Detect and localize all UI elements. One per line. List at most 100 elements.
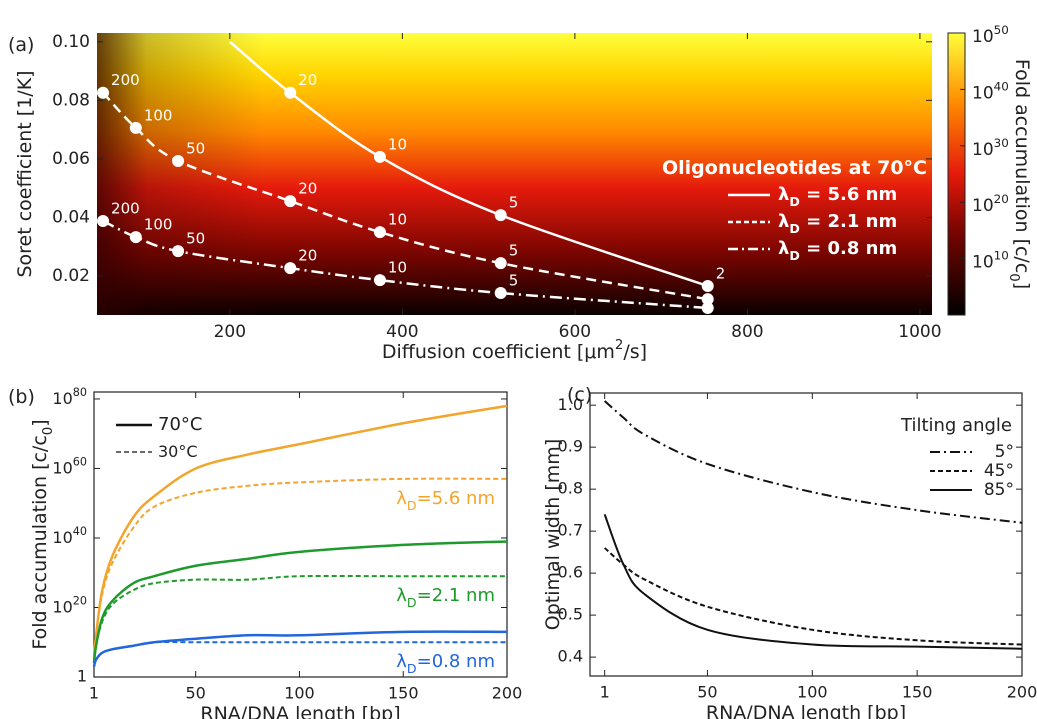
y-tick-label: 0.02 xyxy=(52,266,90,286)
point-label: 20 xyxy=(298,180,317,198)
point-label: 5 xyxy=(509,272,519,290)
y-tick-label: 0.10 xyxy=(52,32,90,52)
point-label: 50 xyxy=(186,139,205,157)
colorbar-tick-label: 1020 xyxy=(972,192,1009,217)
series-line xyxy=(603,513,1023,650)
series-line xyxy=(92,404,508,660)
y-axis-label: Soret coefficient [1/K] xyxy=(14,70,36,277)
panel-label: (a) xyxy=(8,34,34,56)
marker xyxy=(284,195,297,208)
colorbar-tick-label: 1030 xyxy=(972,135,1009,160)
y-tick-label: 1080 xyxy=(52,385,87,407)
x-axis-label: Diffusion coefficient [μm2/s] xyxy=(382,338,647,363)
legend-label: λD = 0.8 nm xyxy=(778,238,897,263)
point-label: 20 xyxy=(298,71,317,89)
series-line xyxy=(93,640,507,667)
point-label: 200 xyxy=(111,200,140,218)
point-label: 50 xyxy=(186,230,205,248)
point-label: 100 xyxy=(144,106,173,124)
panel-label: (c) xyxy=(567,384,592,406)
colorbar-tick-label: 1040 xyxy=(972,79,1009,104)
marker xyxy=(494,287,507,300)
group-label: λD=5.6 nm xyxy=(396,488,495,513)
legend-label: λD = 2.1 nm xyxy=(778,211,897,236)
x-tick-label: 100 xyxy=(797,683,828,702)
legend-label: 5° xyxy=(995,442,1014,462)
point-label: 10 xyxy=(388,211,407,229)
marker xyxy=(172,245,185,258)
x-tick-label: 600 xyxy=(559,322,591,342)
y-tick-label: 1040 xyxy=(52,524,87,546)
point-label: 100 xyxy=(144,216,173,234)
series-line xyxy=(92,630,508,667)
colorbar-tick-label: 1010 xyxy=(972,248,1009,273)
x-tick-label: 1 xyxy=(600,683,610,702)
marker xyxy=(701,301,714,314)
plot-frame xyxy=(589,392,1023,677)
x-tick-label: 1000 xyxy=(898,322,941,342)
colorbar-tick-label: 1050 xyxy=(972,23,1009,48)
marker xyxy=(129,231,142,244)
y-tick-label: 0.5 xyxy=(558,605,583,624)
y-tick-label: 1060 xyxy=(52,455,87,477)
point-label: 2 xyxy=(716,265,726,283)
legend-label: 70°C xyxy=(158,414,202,435)
series-line xyxy=(604,400,1023,524)
x-axis-label: RNA/DNA length [bp] xyxy=(706,702,906,719)
legend-label: 45° xyxy=(984,461,1014,481)
heatmap-shade xyxy=(97,33,932,315)
plot-frame xyxy=(93,391,508,678)
x-tick-label: 200 xyxy=(1007,683,1037,702)
x-tick-label: 400 xyxy=(386,322,418,342)
y-axis-label: Fold accumulation [c/c0] xyxy=(29,419,56,649)
x-tick-label: 150 xyxy=(388,684,419,703)
marker xyxy=(373,274,386,287)
marker xyxy=(97,86,110,99)
group-label: λD=2.1 nm xyxy=(396,585,495,610)
marker xyxy=(494,209,507,222)
series-line xyxy=(93,574,507,664)
x-tick-label: 50 xyxy=(186,684,206,703)
point-label: 200 xyxy=(111,71,140,89)
marker xyxy=(494,257,507,270)
legend-title: Tilting angle xyxy=(900,415,1012,436)
marker xyxy=(373,150,386,163)
y-tick-label: 0.9 xyxy=(558,437,583,456)
y-axis-label: Optimal width [mm] xyxy=(542,439,564,630)
series-line xyxy=(93,477,508,660)
y-tick-label: 1 xyxy=(77,667,87,686)
x-axis-label: RNA/DNA length [bp] xyxy=(200,703,400,719)
series-line xyxy=(604,547,1023,646)
colorbar xyxy=(947,32,966,316)
legend-title: Oligonucleotides at 70°C xyxy=(662,157,927,179)
y-tick-label: 0.8 xyxy=(558,479,583,498)
marker xyxy=(284,86,297,99)
point-label: 10 xyxy=(388,259,407,277)
marker xyxy=(701,280,714,293)
marker xyxy=(284,262,297,275)
x-tick-label: 50 xyxy=(697,683,717,702)
colorbar-label: Fold accumulation [c/c0] xyxy=(1007,59,1034,289)
y-tick-label: 0.7 xyxy=(558,521,583,540)
point-label: 5 xyxy=(509,242,519,260)
panel-label: (b) xyxy=(8,386,35,408)
legend-label: 85° xyxy=(984,480,1014,500)
point-label: 10 xyxy=(388,135,407,153)
series-line xyxy=(102,91,708,301)
y-tick-label: 0.08 xyxy=(52,90,90,110)
y-tick-label: 0.06 xyxy=(52,149,90,169)
y-tick-label: 0.6 xyxy=(558,563,583,582)
y-tick-label: 1.0 xyxy=(558,395,583,414)
x-tick-label: 200 xyxy=(214,322,246,342)
y-tick-label: 1020 xyxy=(52,594,87,616)
marker xyxy=(129,121,142,134)
y-tick-label: 0.4 xyxy=(558,647,583,666)
x-tick-label: 150 xyxy=(902,683,933,702)
series-line xyxy=(229,40,709,288)
x-tick-label: 800 xyxy=(731,322,763,342)
point-label: 20 xyxy=(298,247,317,265)
x-tick-label: 1 xyxy=(89,684,99,703)
x-tick-label: 100 xyxy=(284,684,315,703)
x-tick-label: 200 xyxy=(492,684,523,703)
